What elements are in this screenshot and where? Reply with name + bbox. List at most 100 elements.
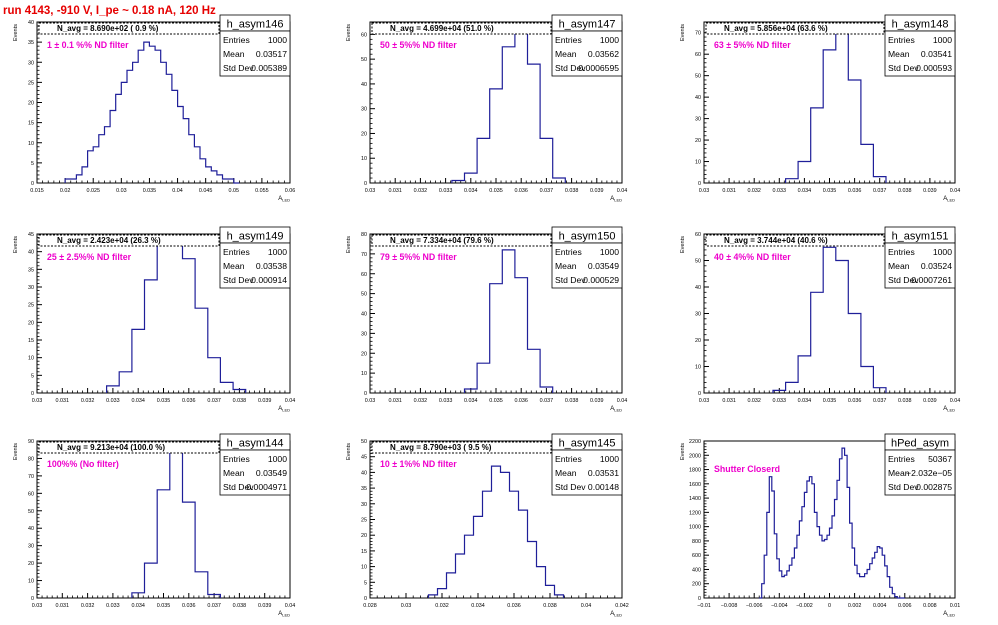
run-title: run 4143, -910 V, I_pe ~ 0.18 nA, 120 Hz <box>3 5 216 17</box>
y-tick-label: 30 <box>361 502 367 508</box>
y-tick-label: 30 <box>28 544 34 550</box>
y-tick-label: 0 <box>698 181 701 187</box>
navg-label: N_avg = 8.690e+02 ( 0.9 %) <box>57 24 159 33</box>
histogram-outline <box>451 28 566 183</box>
y-axis-label: Events <box>680 24 686 41</box>
stats-value-std: 0.002875 <box>916 482 952 492</box>
x-tick-label: 0.035 <box>489 188 503 194</box>
x-tick-label: 0.02 <box>60 188 71 194</box>
x-tick-label: 0.039 <box>258 398 272 404</box>
x-tick-label: 0.03 <box>699 188 710 194</box>
x-tick-label: 0.04 <box>581 603 592 609</box>
filter-label: 25 ± 2.5%% ND filter <box>47 252 132 262</box>
stats-label-entries: Entries <box>555 454 582 464</box>
x-tick-label: 0.04 <box>285 603 296 609</box>
y-tick-label: 1400 <box>689 496 701 502</box>
y-tick-label: 10 <box>695 160 701 166</box>
stats-value-entries: 1000 <box>268 247 287 257</box>
stats-label-mean: Mean <box>888 468 910 478</box>
navg-box <box>371 234 552 247</box>
y-tick-label: 80 <box>361 232 367 238</box>
x-axis-label: ALED <box>278 406 290 413</box>
histogram-panel-h_asym144: 0.03 0.031 0.032 0.033 0.034 0.035 0.036 0.037 0… <box>13 433 296 618</box>
navg-label: N_avg = 2.423e+04 (26.3 %) <box>57 236 161 245</box>
y-tick-label: 10 <box>695 365 701 371</box>
x-axis-label: ALED <box>610 406 622 413</box>
x-tick-label: 0.004 <box>873 603 887 609</box>
x-axis-label: ALED <box>278 611 290 618</box>
x-tick-label: 0.033 <box>439 398 453 404</box>
y-tick-label: 600 <box>692 553 701 559</box>
y-tick-label: 5 <box>364 580 367 586</box>
x-tick-label: 0.036 <box>514 398 528 404</box>
stats-value-entries: 1000 <box>600 454 619 464</box>
stats-value-entries: 1000 <box>933 247 952 257</box>
y-tick-label: 30 <box>28 60 34 66</box>
stats-label-entries: Entries <box>888 35 915 45</box>
x-tick-label: 0.032 <box>747 188 761 194</box>
y-tick-label: 2200 <box>689 439 701 445</box>
y-tick-label: 20 <box>28 101 34 107</box>
x-tick-label: 0.03 <box>365 398 376 404</box>
y-tick-label: 60 <box>695 52 701 58</box>
x-tick-label: 0.028 <box>363 603 377 609</box>
stats-box <box>884 30 956 77</box>
x-tick-label: 0.038 <box>233 603 247 609</box>
y-tick-label: 1000 <box>689 525 701 531</box>
stats-label-std: Std Dev <box>223 275 254 285</box>
y-tick-label: 20 <box>28 320 34 326</box>
x-tick-label: 0 <box>828 603 831 609</box>
y-tick-label: 0 <box>698 596 701 602</box>
y-tick-label: 0 <box>364 181 367 187</box>
stats-label-std: Std Dev <box>888 482 919 492</box>
y-tick-label: 30 <box>695 312 701 318</box>
x-tick-label: 0.002 <box>848 603 862 609</box>
navg-label: N_avg = 7.334e+04 (79.6 %) <box>390 236 494 245</box>
x-tick-label: 0.039 <box>923 398 937 404</box>
y-tick-label: 70 <box>695 31 701 37</box>
x-tick-label: 0.031 <box>388 398 402 404</box>
stats-label-entries: Entries <box>888 454 915 464</box>
stats-label-entries: Entries <box>555 247 582 257</box>
x-tick-label: −0.008 <box>721 603 738 609</box>
y-tick-label: 0 <box>31 596 34 602</box>
x-tick-label: 0.008 <box>923 603 937 609</box>
stats-value-std: 0.000529 <box>583 275 619 285</box>
y-tick-label: 1200 <box>689 510 701 516</box>
x-tick-label: 0.036 <box>514 188 528 194</box>
x-tick-label: 0.038 <box>898 188 912 194</box>
y-tick-label: 10 <box>28 356 34 362</box>
y-tick-label: 60 <box>361 32 367 38</box>
stats-label-std: Std Dev <box>555 63 586 73</box>
stats-box <box>219 30 291 77</box>
stats-value-entries: 1000 <box>268 35 287 45</box>
y-tick-label: 30 <box>361 107 367 113</box>
stats-value-std: 0.000914 <box>251 275 287 285</box>
stats-value-entries: 1000 <box>933 35 952 45</box>
y-tick-label: 30 <box>361 331 367 337</box>
stats-box <box>551 242 623 289</box>
y-tick-label: 15 <box>361 549 367 555</box>
x-tick-label: 0.035 <box>823 188 837 194</box>
x-tick-label: 0.038 <box>233 398 247 404</box>
x-tick-label: 0.037 <box>207 398 221 404</box>
y-tick-label: 70 <box>28 474 34 480</box>
y-tick-label: 5 <box>31 161 34 167</box>
y-tick-label: 90 <box>28 439 34 445</box>
x-tick-label: −0.002 <box>796 603 813 609</box>
x-tick-label: 0.035 <box>143 188 157 194</box>
x-axis-label-subscript: LED <box>947 613 955 618</box>
y-tick-label: 10 <box>28 141 34 147</box>
x-tick-label: 0.01 <box>950 603 961 609</box>
y-tick-label: 50 <box>361 292 367 298</box>
histogram-panel-hPed_asym: −0.01 −0.008 −0.006 −0.004 −0.002 0 0.002 0.004… <box>680 433 961 618</box>
x-tick-label: 0.032 <box>414 188 428 194</box>
stats-box <box>884 449 956 496</box>
y-tick-label: 40 <box>695 285 701 291</box>
stats-box <box>219 242 291 289</box>
x-tick-label: 0.031 <box>388 188 402 194</box>
navg-box <box>38 441 220 454</box>
y-tick-label: 1600 <box>689 482 701 488</box>
x-tick-label: 0.03 <box>365 188 376 194</box>
x-tick-label: 0.031 <box>56 398 70 404</box>
